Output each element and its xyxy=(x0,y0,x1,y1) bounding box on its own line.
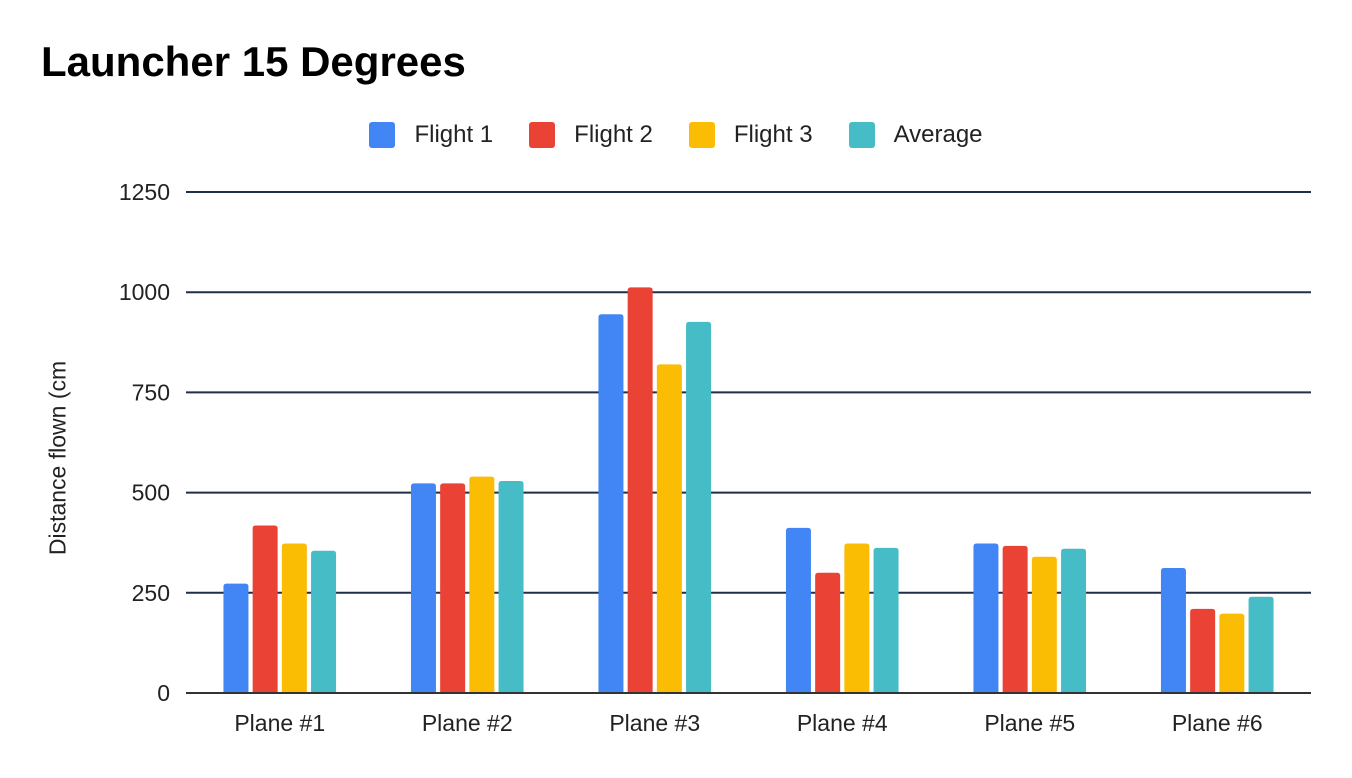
legend-label-flight-2: Flight 2 xyxy=(574,121,653,148)
bar-flight-2-1 xyxy=(252,525,278,693)
bar-flight-3-6 xyxy=(1219,613,1245,693)
bar-flight-2-6 xyxy=(1190,608,1216,693)
x-tick-label: Plane #2 xyxy=(422,710,513,736)
legend-item-flight-3: Flight 3 xyxy=(688,121,813,149)
bar-flight-3-3 xyxy=(656,364,682,693)
chart-title: Launcher 15 Degrees xyxy=(41,38,466,85)
legend-label-flight-3: Flight 3 xyxy=(733,121,813,148)
bar-flight-1-6 xyxy=(1160,567,1186,693)
bar-flight-2-5 xyxy=(1002,545,1028,693)
legend-swatch-flight-1 xyxy=(369,122,396,148)
x-tick-label: Plane #3 xyxy=(609,710,700,736)
bar-flight-3-1 xyxy=(281,543,307,693)
y-tick-label: 1000 xyxy=(119,279,170,305)
bar-average-4 xyxy=(873,547,899,693)
bar-flight-3-2 xyxy=(469,476,495,693)
bar-flight-2-4 xyxy=(815,572,841,693)
bar-flight-3-4 xyxy=(844,543,870,693)
chart-legend: Flight 1 Flight 2 Flight 3 Average xyxy=(0,115,1352,155)
bar-average-2 xyxy=(498,480,524,693)
bar-average-1 xyxy=(311,550,337,693)
legend-item-flight-2: Flight 2 xyxy=(529,121,653,149)
bar-average-6 xyxy=(1248,596,1274,693)
bar-flight-1-5 xyxy=(973,543,999,693)
legend-swatch-flight-2 xyxy=(529,122,556,148)
x-tick-label: Plane #6 xyxy=(1172,710,1263,736)
legend-item-flight-1: Flight 1 xyxy=(369,121,493,149)
bar-flight-2-3 xyxy=(627,287,653,693)
legend-label-average: Average xyxy=(893,121,983,148)
bar-flight-1-3 xyxy=(598,314,624,693)
bar-flight-3-5 xyxy=(1031,556,1057,693)
bar-flight-1-4 xyxy=(785,527,811,693)
legend-swatch-average xyxy=(848,122,875,148)
y-tick-label: 750 xyxy=(132,379,170,405)
y-tick-label: 250 xyxy=(132,580,170,606)
y-tick-label: 0 xyxy=(157,680,170,706)
bar-average-5 xyxy=(1061,548,1087,693)
bar-flight-1-1 xyxy=(223,583,249,693)
legend-item-average: Average xyxy=(848,121,983,149)
bar-average-3 xyxy=(686,321,712,693)
y-tick-label: 500 xyxy=(132,480,170,506)
legend-label-flight-1: Flight 1 xyxy=(414,121,494,148)
legend-swatch-flight-3 xyxy=(688,122,715,148)
bar-flight-1-2 xyxy=(410,483,436,693)
x-tick-label: Plane #4 xyxy=(797,710,888,736)
x-tick-label: Plane #5 xyxy=(984,710,1075,736)
bar-flight-2-2 xyxy=(440,483,466,693)
x-tick-label: Plane #1 xyxy=(234,710,325,736)
y-tick-label: 1250 xyxy=(119,179,170,205)
